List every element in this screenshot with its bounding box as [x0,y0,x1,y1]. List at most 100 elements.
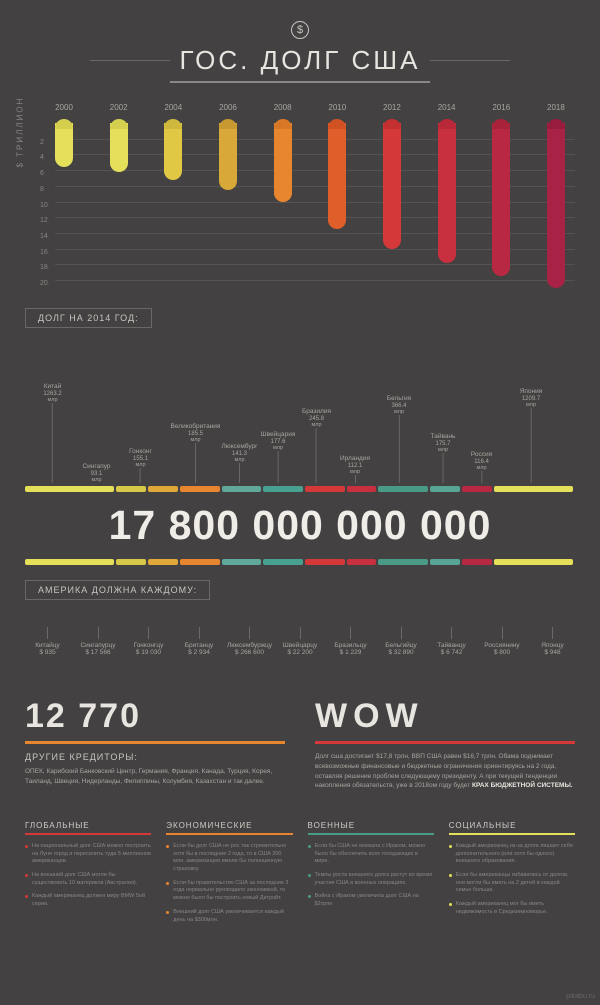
creditor-unit: млр [340,469,370,475]
debtor-value: $ 17 566 [76,649,121,656]
footer-columns: ГЛОБАЛЬНЫЕНа национальный долг США можно… [25,821,575,930]
strip-segment [222,486,262,492]
footer-title: ЭКОНОМИЧЕСКИЕ [166,821,292,830]
creditor-line [443,453,444,483]
debtor: Гонконгцу$ 19 030 [126,627,171,667]
debtor-line [300,627,301,639]
y-tick: 18 [40,264,48,271]
bar-cap [274,119,292,129]
strip-segment [430,486,460,492]
strip-segment [116,559,146,565]
creditor: Сингапур93.1млр [82,463,110,483]
title-underline [170,81,430,83]
bar-cap [492,119,510,129]
debtor-value: $ 800 [480,649,525,656]
other-creditors-heading: ДРУГИЕ КРЕДИТОРЫ: [25,752,285,762]
bullet-icon [308,874,311,877]
footer-col: ЭКОНОМИЧЕСКИЕЕсли бы долг США не рос так… [166,821,292,930]
creditor-unit: млр [431,447,456,453]
footer-col: ВОЕННЫЕЕсли бы США не воевала с Ираком, … [308,821,434,930]
debtor-value: $ 935 [25,649,70,656]
strip-segment [378,486,428,492]
creditor-line [530,408,531,483]
bar-year-label: 2018 [547,103,565,112]
strip-segment [305,559,345,565]
footer-item: Если бы США не воевала с Ираком, можно б… [308,843,434,866]
creditors-chart: Китай1263.2млрСингапур93.1млрГонконг155.… [25,348,575,483]
bar-year-label: 2008 [274,103,292,112]
debtor-value: $ 2 934 [177,649,222,656]
bar-cap [438,119,456,129]
main-title: ГОС. ДОЛГ США [180,45,421,76]
creditor-unit: млр [171,437,221,443]
bar [492,123,510,276]
bar-year-label: 2004 [164,103,182,112]
debtor-name: Бразильцу [328,642,373,649]
per-person-label: АМЕРИКА ДОЛЖНА КАЖДОМУ: [25,580,210,600]
creditor-line [354,475,355,483]
strip-segment [180,486,220,492]
creditor-line [239,463,240,483]
bullet-icon [25,895,28,898]
y-tick: 16 [40,249,48,256]
bullet-icon [166,911,169,914]
footer-item: Каждый американец из-за долга лишает себ… [449,843,575,866]
creditor-line [195,443,196,483]
debtor: Сингапурцу$ 17 566 [76,627,121,667]
creditor: Япония1209.7млр [520,388,543,483]
footer-item: Каждый американец должен миру BMW 5ой се… [25,893,151,908]
footer-item: Внешний долг США увеличивается каждый де… [166,909,292,924]
strip-segment [116,486,146,492]
left-accent-bar [25,741,285,744]
y-tick: 20 [40,280,48,287]
wow-text: Долг сша достигает $17,8 трлн, ВВП США р… [315,752,575,791]
creditor: Тайвань175.7млр [431,433,456,483]
creditor: Бразилия245.8млр [302,408,331,483]
bar-cap [164,119,182,129]
creditor: Швейцария177.6млр [261,431,296,483]
debtor-line [350,627,351,639]
bar-cap [219,119,237,129]
y-tick: 10 [40,202,48,209]
creditor: Россия116.4млр [471,451,492,483]
debtor: Бразильцу$ 1 229 [328,627,373,667]
bar-2012: 2012 [383,98,401,288]
bar-2002: 2002 [110,98,128,288]
debt-chart: $ ТРИЛЛИОН 2468101214161820 200020022004… [25,98,575,288]
strip-segment [25,486,114,492]
debtor: Британцу$ 2 934 [177,627,222,667]
bar-cap [547,119,565,129]
debtor-line [502,627,503,639]
debtors-row: Китайцу$ 935Сингапурцу$ 17 566Гонконгцу$… [25,627,575,667]
bullet-icon [449,903,452,906]
strip-segment [494,486,573,492]
strip-segment [494,559,573,565]
debtor: Россиянину$ 800 [480,627,525,667]
header: $ ГОС. ДОЛГ США [25,20,575,83]
bar-cap [328,119,346,129]
bar-cap [383,119,401,129]
creditor-unit: млр [302,422,331,428]
debtor-name: Бельгийцу [379,642,424,649]
creditor-unit: млр [221,457,257,463]
footer-col: ГЛОБАЛЬНЫЕНа национальный долг США можно… [25,821,151,930]
bars-container: 2000200220042006200820102012201420162018 [55,98,565,288]
creditor: Гонконг155.1млр [129,448,152,483]
bar [219,123,237,190]
debtor-name: Японцу [530,642,575,649]
debtor-line [249,627,250,639]
debtor-name: Британцу [177,642,222,649]
wow-title: WOW [315,697,575,736]
bar [55,123,73,167]
creditor-unit: млр [82,477,110,483]
y-tick: 2 [40,139,44,146]
y-axis-label: $ ТРИЛЛИОН [16,97,25,168]
two-column-section: 12 770 ДРУГИЕ КРЕДИТОРЫ: ОПЕК, Карибский… [25,697,575,791]
bar-2018: 2018 [547,98,565,288]
bar-year-label: 2002 [110,103,128,112]
debtor-name: Сингапурцу [76,642,121,649]
debtor: Китайцу$ 935 [25,627,70,667]
footer-col: СОЦИАЛЬНЫЕКаждый американец из-за долга … [449,821,575,930]
other-creditors-text: ОПЕК, Карибский Банковский Центр, Герман… [25,767,285,787]
debtor-value: $ 1 229 [328,649,373,656]
